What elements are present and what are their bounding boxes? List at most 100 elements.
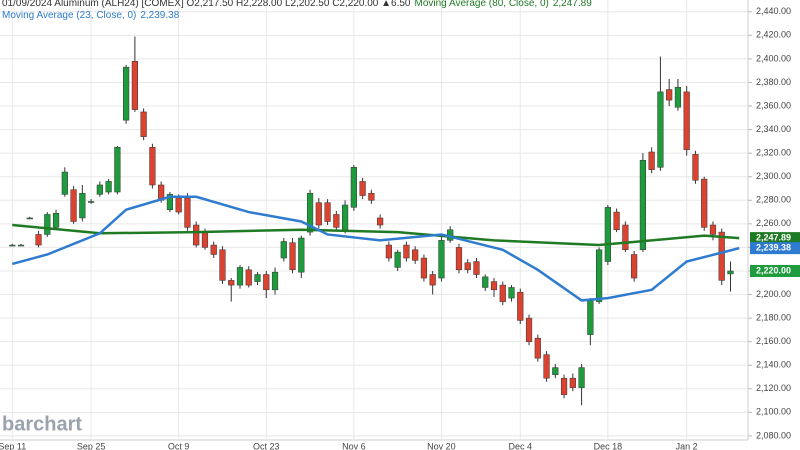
- candle-body: [587, 300, 594, 335]
- candle-body: [245, 269, 252, 286]
- candle-body: [377, 217, 384, 226]
- candle-body: [648, 151, 655, 170]
- candle-body: [52, 212, 60, 228]
- candle-body: [718, 231, 725, 281]
- y-tick-label: 2,180.00: [756, 312, 791, 322]
- y-tick-label: 2,380.00: [756, 77, 791, 87]
- candle-body: [61, 171, 68, 195]
- candle-body: [674, 86, 682, 108]
- candle-body: [394, 251, 401, 268]
- legend-value: 2,239.38: [140, 10, 179, 21]
- candle-body: [543, 354, 550, 379]
- candle-body: [324, 202, 331, 222]
- y-tick-label: 2,340.00: [756, 124, 791, 134]
- y-tick-label: 2,420.00: [756, 30, 791, 40]
- x-tick-label: Sep 25: [77, 441, 106, 450]
- candle-body: [271, 271, 279, 291]
- y-tick-label: 2,100.00: [756, 407, 791, 417]
- candle-body: [613, 211, 620, 230]
- ma-last-label: 2,247.89: [756, 232, 791, 242]
- candle-body: [193, 224, 200, 246]
- candle-body: [429, 274, 436, 286]
- candle-body: [87, 201, 95, 203]
- candle-body: [490, 281, 498, 291]
- x-tick-label: Nov 6: [342, 441, 366, 450]
- candle-body: [306, 192, 314, 233]
- candle-body: [438, 240, 445, 279]
- candle-body: [385, 244, 392, 259]
- x-tick-label: Oct 23: [253, 441, 280, 450]
- candle-body: [17, 244, 25, 247]
- candle-body: [701, 178, 708, 228]
- candle-body: [140, 111, 147, 137]
- candle-body: [517, 291, 524, 321]
- candle-body: [368, 192, 375, 201]
- candle-body: [175, 197, 182, 213]
- candle-body: [35, 234, 42, 246]
- ma-last-box: [750, 242, 800, 255]
- legend-line: Moving Average (23, Close, 0) 2,239.38: [2, 10, 180, 21]
- candle-body: [499, 284, 506, 302]
- candle-body: [263, 274, 270, 291]
- y-tick-label: 2,200.00: [756, 289, 791, 299]
- candle-body: [631, 254, 638, 279]
- candle-body: [254, 274, 261, 282]
- legend-entry: Moving Average (23, Close, 0): [2, 10, 136, 21]
- candle-body: [464, 262, 471, 271]
- candle-body: [280, 241, 287, 259]
- y-tick-label: 2,440.00: [756, 6, 791, 16]
- candle-body: [79, 192, 86, 219]
- candle-body: [105, 181, 112, 193]
- x-tick-label: Dec 4: [509, 441, 533, 450]
- candle-body: [166, 194, 174, 210]
- y-tick-label: 2,280.00: [756, 195, 791, 205]
- moving-average-line: [12, 223, 740, 247]
- candle-body: [482, 276, 489, 288]
- candle-body: [727, 270, 734, 275]
- candle-body: [201, 231, 209, 248]
- ma-last-box: [750, 232, 800, 245]
- candle-body: [403, 244, 410, 259]
- candle-body: [228, 280, 235, 286]
- candle-body: [219, 249, 226, 281]
- candle-body: [578, 367, 585, 388]
- y-tick-label: 2,080.00: [756, 430, 791, 440]
- candle-body: [508, 287, 515, 299]
- candle-body: [622, 224, 629, 251]
- candle-body: [525, 317, 533, 342]
- ma-last-label: 2,239.38: [756, 243, 791, 253]
- candle-body: [210, 244, 217, 255]
- x-tick-label: Dec 18: [594, 441, 623, 450]
- candle-body: [569, 377, 576, 388]
- candle-body: [596, 249, 603, 302]
- candle-body: [552, 367, 559, 375]
- candle-body: [149, 147, 156, 186]
- candle-body: [9, 244, 16, 247]
- candle-body: [44, 214, 51, 235]
- candle-body: [639, 159, 646, 251]
- y-tick-label: 2,260.00: [756, 218, 791, 228]
- x-tick-label: Jan 2: [676, 441, 698, 450]
- y-tick-label: 2,140.00: [756, 360, 791, 370]
- quote-text: 01/09/2024 Aluminum (ALH24) [COMEX] O2,2…: [2, 0, 411, 9]
- quote-header: 01/09/2024 Aluminum (ALH24) [COMEX] O2,2…: [2, 0, 592, 9]
- candle-body: [666, 89, 673, 101]
- last-price-label: 2,220.00: [756, 265, 791, 275]
- candle-body: [534, 337, 541, 359]
- y-tick-label: 2,320.00: [756, 148, 791, 158]
- y-tick-label: 2,360.00: [756, 100, 791, 110]
- y-tick-label: 2,300.00: [756, 171, 791, 181]
- candle-body: [333, 214, 340, 228]
- candle-body: [560, 377, 568, 395]
- last-price-box: [750, 264, 800, 277]
- candle-body: [683, 91, 690, 150]
- candle-body: [420, 257, 428, 279]
- candle-body: [70, 189, 77, 222]
- candle-body: [96, 184, 103, 195]
- candle-body: [289, 242, 296, 271]
- x-tick-label: Sep 11: [0, 441, 26, 450]
- candle-body: [692, 154, 699, 181]
- candle-body: [412, 249, 419, 261]
